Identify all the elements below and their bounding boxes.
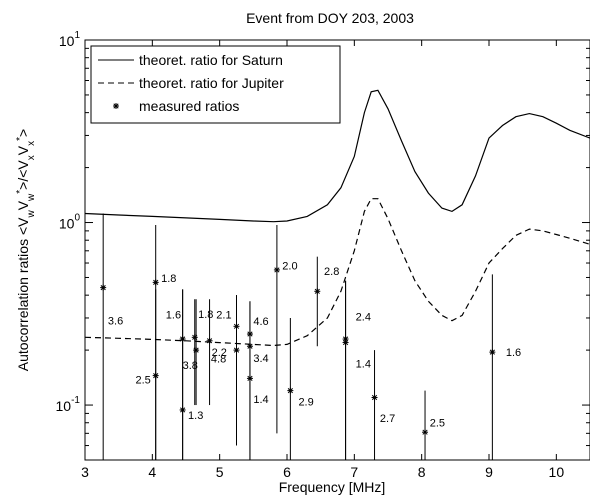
y-axis-label-sub: x (26, 155, 37, 160)
y-axis-label-part: V (15, 145, 31, 155)
measured-point-label: 1.6 (506, 347, 521, 359)
x-tick-label: 10 (549, 464, 565, 480)
measured-point-label: 1.4 (253, 394, 268, 406)
measured-point-label: 1.4 (356, 358, 371, 370)
measured-point-label: 2.0 (282, 260, 297, 272)
y-axis-label: Autocorrelation ratios <VwVw*>/<VxVx*> (15, 129, 37, 371)
measured-point (233, 347, 240, 354)
measured-point-label: 2.7 (380, 413, 395, 425)
y-axis-label-part: >/<V (15, 160, 31, 190)
measured-point-label: 3.6 (108, 316, 123, 328)
y-axis-label-part: > (15, 129, 31, 137)
x-tick-label: 7 (350, 464, 358, 480)
chart-title: Event from DOY 203, 2003 (246, 10, 414, 26)
measured-point-label: 1.3 (188, 410, 203, 422)
measured-point-label: 2.8 (324, 266, 339, 278)
y-axis-label-sup: * (15, 190, 26, 194)
x-tick-label: 8 (418, 464, 426, 480)
measured-point (193, 347, 200, 354)
measured-point (422, 429, 429, 436)
x-tick-label: 5 (216, 464, 224, 480)
measured-point-label: 2.2 (212, 347, 227, 359)
y-axis-label-sup: * (15, 137, 26, 141)
measured-point (342, 339, 349, 346)
legend-label-measured: measured ratios (139, 98, 239, 114)
y-tick-label: 100 (59, 213, 81, 232)
measured-point-label: 3.4 (253, 353, 268, 365)
y-axis-label-part: V (15, 200, 31, 210)
x-tick-label: 9 (485, 464, 493, 480)
legend-star-icon (113, 103, 119, 109)
x-tick-label: 6 (283, 464, 291, 480)
measured-point (314, 288, 321, 295)
measured-point (246, 375, 253, 382)
measured-point (152, 372, 159, 379)
legend-label-saturn: theoret. ratio for Saturn (139, 52, 283, 68)
measured-point (287, 387, 294, 394)
measured-point-label: 1.6 (166, 310, 181, 322)
y-tick-label: 101 (59, 30, 81, 49)
legend: theoret. ratio for Saturn theoret. ratio… (90, 45, 341, 124)
saturn-ratio-line (84, 89, 590, 223)
measured-point-label: 1.8 (198, 309, 213, 321)
y-axis-label-sub: x (26, 141, 37, 146)
y-axis-label-sub: w (26, 210, 37, 219)
legend-box (90, 45, 341, 124)
measured-point-label: 2.5 (136, 375, 151, 387)
legend-label-jupiter: theoret. ratio for Jupiter (139, 75, 284, 91)
measured-point (206, 337, 213, 344)
measured-point (489, 349, 496, 356)
measured-point (152, 279, 159, 286)
plot-frame (84, 39, 590, 461)
plot-area: 3.6 1.8 2.5 1.6 1.3 1.8 3.8 2.2 2.1 4.8 4.6 3.4 1.4 2… (84, 89, 590, 460)
measured-point-label: 4.8 (211, 353, 226, 365)
x-axis-label: Frequency [MHz] (279, 479, 386, 495)
measured-point-label: 2.1 (216, 310, 231, 322)
measured-point (371, 394, 378, 401)
y-axis-label-sub: w (26, 193, 37, 202)
measured-point-label: 2.4 (356, 311, 371, 323)
measured-point-label: 2.9 (298, 397, 313, 409)
measured-point-label: 3.8 (183, 360, 198, 372)
measured-point (179, 406, 186, 413)
x-tick-label: 4 (148, 464, 156, 480)
measured-point (191, 334, 198, 341)
y-tick-label: 10-1 (56, 395, 81, 414)
measured-point (100, 284, 107, 291)
measured-point-label: 2.5 (430, 418, 445, 430)
measured-point-label: 4.6 (253, 316, 268, 328)
measured-point (273, 266, 280, 273)
measured-point-label: 1.8 (161, 273, 176, 285)
x-tick-label: 3 (81, 464, 89, 480)
legend-marker-measured (113, 103, 119, 109)
y-axis-label-base: Autocorrelation ratios <V (15, 217, 31, 371)
